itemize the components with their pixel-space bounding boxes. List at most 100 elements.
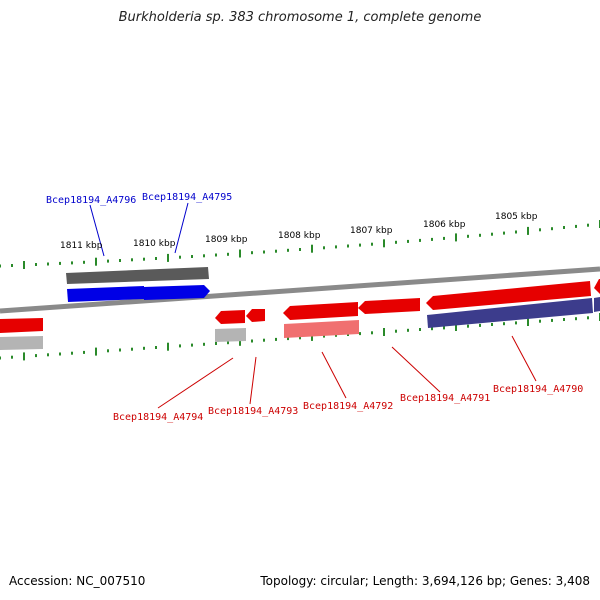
tick-mark bbox=[59, 352, 61, 356]
tick-mark bbox=[155, 257, 157, 260]
tick-mark bbox=[0, 356, 1, 360]
tick-mark bbox=[83, 350, 85, 354]
tick-mark bbox=[227, 341, 229, 345]
kbp-label-1811: 1811 kbp bbox=[60, 241, 103, 251]
tick-mark bbox=[431, 327, 433, 331]
tick-mark bbox=[23, 261, 25, 269]
tick-mark bbox=[587, 223, 589, 227]
gene-arrow-A4791[interactable] bbox=[358, 298, 420, 314]
cds-bar-right-partial[interactable] bbox=[594, 297, 600, 312]
tick-mark bbox=[527, 226, 529, 235]
tick-mark bbox=[215, 342, 217, 345]
tick-mark bbox=[575, 224, 577, 228]
tick-mark bbox=[347, 244, 349, 248]
tick-mark bbox=[311, 332, 313, 341]
tick-mark bbox=[0, 264, 1, 268]
tick-mark bbox=[551, 227, 553, 231]
tick-mark bbox=[395, 329, 397, 333]
tick-mark bbox=[83, 260, 85, 264]
tick-mark bbox=[455, 323, 457, 331]
tick-mark bbox=[515, 230, 517, 234]
tick-mark bbox=[131, 347, 133, 351]
tick-mark bbox=[395, 240, 397, 244]
tick-mark bbox=[59, 261, 61, 265]
tick-mark bbox=[443, 326, 445, 330]
gene-arrow-A4795[interactable] bbox=[143, 285, 210, 300]
tick-mark bbox=[335, 333, 337, 337]
tick-mark bbox=[467, 324, 469, 328]
tick-mark bbox=[539, 319, 541, 323]
tick-mark bbox=[71, 261, 73, 265]
kbp-label-1806: 1806 kbp bbox=[423, 220, 466, 230]
gene-arrow-A4794[interactable] bbox=[215, 310, 245, 324]
tick-mark bbox=[71, 351, 73, 355]
gene-label-A4795[interactable]: Bcep18194_A4795 bbox=[142, 192, 232, 203]
gene-label-A4792[interactable]: Bcep18194_A4792 bbox=[303, 401, 393, 412]
tick-mark bbox=[275, 337, 277, 341]
gene-arrow-left-partial[interactable] bbox=[0, 318, 43, 333]
tick-mark bbox=[563, 318, 565, 321]
tick-mark bbox=[107, 259, 109, 263]
tick-mark bbox=[179, 255, 181, 259]
tick-mark bbox=[167, 253, 169, 262]
tick-mark bbox=[35, 263, 37, 266]
gene-arrow-right-partial[interactable] bbox=[594, 279, 600, 294]
gene-arrow-A4790[interactable] bbox=[426, 281, 591, 310]
gene-label-A4790[interactable]: Bcep18194_A4790 bbox=[493, 384, 583, 395]
tick-mark bbox=[407, 328, 409, 332]
tick-mark bbox=[167, 342, 169, 351]
kbp-label-1805: 1805 kbp bbox=[495, 212, 538, 222]
tick-mark bbox=[23, 352, 25, 361]
tick-mark bbox=[263, 338, 265, 342]
cds-bar-A4792[interactable] bbox=[284, 320, 359, 338]
tick-mark bbox=[299, 336, 301, 340]
inner-tick-track bbox=[0, 313, 600, 361]
tick-mark bbox=[551, 318, 553, 322]
tick-mark bbox=[203, 342, 205, 346]
gene-arrow-A4796[interactable] bbox=[67, 286, 144, 302]
tick-mark bbox=[47, 353, 49, 357]
gene-arrow-A4792[interactable] bbox=[283, 302, 358, 320]
gene-label-A4794[interactable]: Bcep18194_A4794 bbox=[113, 412, 203, 423]
tick-mark bbox=[359, 332, 361, 336]
tick-mark bbox=[479, 233, 481, 237]
kbp-label-1810: 1810 kbp bbox=[133, 239, 176, 249]
accession-text: Accession: NC_007510 bbox=[9, 574, 146, 588]
tick-mark bbox=[371, 242, 373, 246]
tick-mark bbox=[47, 262, 49, 266]
genome-backbone bbox=[0, 266, 600, 314]
kbp-labels: 1811 kbp 1810 kbp 1809 kbp 1808 kbp 1807… bbox=[60, 212, 538, 251]
outer-tick-track bbox=[0, 220, 600, 269]
kbp-label-1808: 1808 kbp bbox=[278, 231, 321, 241]
tick-mark bbox=[119, 348, 121, 352]
cds-bar-A4794[interactable] bbox=[215, 328, 246, 342]
tick-mark bbox=[155, 346, 157, 349]
tick-mark bbox=[323, 334, 325, 338]
cds-bar-A4790[interactable] bbox=[427, 298, 593, 328]
tick-mark bbox=[11, 355, 13, 359]
tick-mark bbox=[131, 258, 133, 262]
tick-mark bbox=[287, 248, 289, 252]
tick-mark bbox=[431, 237, 433, 241]
tick-mark bbox=[227, 252, 229, 256]
tick-mark bbox=[527, 318, 529, 326]
tick-mark bbox=[299, 248, 301, 251]
tick-mark bbox=[563, 226, 565, 229]
page-title: Burkholderia sp. 383 chromosome 1, compl… bbox=[118, 10, 482, 25]
gene-label-A4791[interactable]: Bcep18194_A4791 bbox=[400, 393, 490, 404]
tick-mark bbox=[335, 245, 337, 249]
tick-mark bbox=[143, 257, 145, 261]
gene-label-A4793[interactable]: Bcep18194_A4793 bbox=[208, 406, 298, 417]
tick-mark bbox=[311, 244, 313, 253]
gene-label-A4796[interactable]: Bcep18194_A4796 bbox=[46, 195, 136, 206]
cds-bar-forward[interactable] bbox=[66, 267, 209, 284]
tick-mark bbox=[11, 264, 13, 267]
tick-mark bbox=[443, 236, 445, 240]
cds-bar-left-partial[interactable] bbox=[0, 336, 43, 350]
tick-mark bbox=[539, 228, 541, 232]
tick-mark bbox=[491, 323, 493, 326]
gene-arrow-A4793[interactable] bbox=[246, 309, 265, 322]
tick-mark bbox=[107, 349, 109, 353]
tick-mark bbox=[251, 339, 253, 343]
